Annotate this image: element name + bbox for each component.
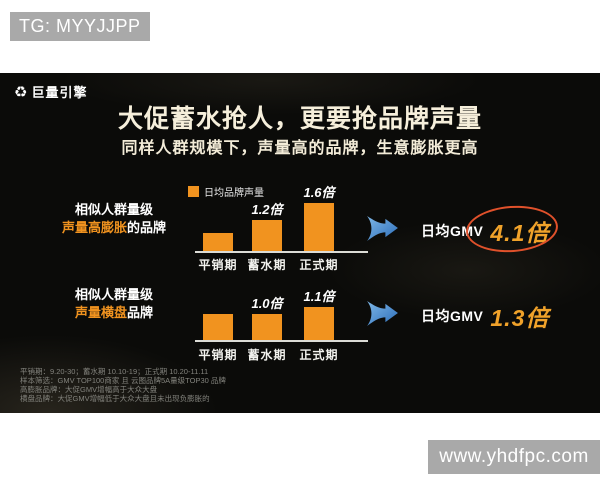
chart2-plot: 1.0倍 1.1倍: [195, 272, 368, 342]
chart1-bar-group-2: 1.2倍: [251, 199, 283, 251]
chart1-x-label-1: 平销期: [198, 258, 238, 272]
chart1-group-label: 相似人群量级 声量高膨胀的品牌: [28, 201, 200, 237]
chart1-x-axis-labels: 平销期 蓄水期 正式期: [195, 256, 368, 272]
chart1-result-value: 4.1倍: [490, 220, 550, 246]
brand-logo-text: 巨量引擎: [31, 85, 88, 100]
chart2-group-label: 相似人群量级 声量横盘品牌: [28, 286, 200, 322]
chart1-bar-group-3: 1.6倍: [303, 182, 335, 251]
chart1-bar-group-1: [203, 231, 233, 251]
chart2-bar-1: [203, 314, 233, 340]
footnote-line-3: 高膨胀品牌：大促GMV增幅高于大众大盘: [20, 385, 158, 394]
chart1-result-prefix: 日均GMV: [421, 223, 484, 239]
footnote-line-4: 横盘品牌：大促GMV增幅低于大众大盘且未出现负膨胀的: [20, 394, 210, 403]
chart1-group-label-line1: 相似人群量级: [74, 202, 153, 217]
chart1-result: 日均GMV 4.1倍: [421, 214, 549, 248]
right-arrow-icon: [367, 215, 398, 242]
chart2-bar-3: [304, 307, 334, 340]
chart1-bar-label-3: 1.6倍: [303, 185, 335, 200]
ocean-engine-pinwheel-icon: ♻: [14, 83, 28, 101]
presentation-slide: ♻ 巨量引擎 大促蓄水抢人，更要抢品牌声量 同样人群规模下，声量高的品牌，生意膨…: [0, 73, 600, 413]
slide-title: 大促蓄水抢人，更要抢品牌声量: [117, 105, 482, 133]
chart2-x-label-2: 蓄水期: [247, 348, 287, 362]
chart2-bar-2: [252, 314, 282, 340]
chart1-bar-2: [252, 220, 282, 251]
chart2-bar-group-3: 1.1倍: [303, 286, 335, 340]
chart2-group-label-line1: 相似人群量级: [74, 287, 153, 302]
brand-logo: ♻ 巨量引擎: [14, 82, 87, 101]
chart1-group-label-highlight: 声量高膨胀: [61, 220, 127, 235]
legend-label: 日均品牌声量: [204, 188, 264, 199]
chart2-group-label-line2: 声量横盘品牌: [28, 304, 200, 322]
chart1-plot: 1.2倍 1.6倍: [195, 181, 368, 253]
chart2-result-value: 1.3倍: [490, 305, 550, 331]
chart2-bar-label-2: 1.0倍: [251, 296, 283, 311]
slide-footnotes: 平销期：9.20-30；蓄水期 10.10-19；正式期 10.20-11.11…: [20, 367, 226, 403]
chart1-x-label-3: 正式期: [299, 258, 339, 272]
chart-legend: 日均品牌声量: [188, 184, 264, 199]
chart1-group-label-rest: 的品牌: [127, 220, 167, 235]
slide-subtitle: 同样人群规模下，声量高的品牌，生意膨胀更高: [121, 140, 479, 157]
legend-swatch-orange: [188, 186, 199, 197]
footnote-line-1: 平销期：9.20-30；蓄水期 10.10-19；正式期 10.20-11.11: [20, 367, 209, 376]
right-arrow-icon: [367, 300, 398, 327]
chart1-bar-label-2: 1.2倍: [251, 202, 283, 217]
chart2-group-label-rest: 品牌: [127, 305, 154, 320]
chart2-result: 日均GMV 1.3倍: [421, 299, 549, 333]
chart1-bar-3: [304, 203, 334, 251]
chart2-x-axis-labels: 平销期 蓄水期 正式期: [195, 346, 368, 362]
chart2-bar-label-3: 1.1倍: [303, 289, 335, 304]
footnote-line-2: 样本筛选：GMV TOP100商家 且 云图品牌5A量级TOP30 品牌: [20, 376, 226, 385]
chart1-group-label-line2: 声量高膨胀的品牌: [28, 219, 200, 237]
chart2-group-label-highlight: 声量横盘: [74, 305, 127, 320]
bottom-watermark-badge: www.yhdfpc.com: [428, 440, 600, 474]
chart1-x-label-2: 蓄水期: [247, 258, 287, 272]
chart2-result-prefix: 日均GMV: [421, 308, 484, 324]
chart2-x-label-1: 平销期: [198, 348, 238, 362]
chart2-bar-group-2: 1.0倍: [251, 293, 283, 340]
chart1-bar-1: [203, 233, 233, 251]
chart2-bar-group-1: [203, 312, 233, 340]
top-watermark-badge: TG: MYYJJPP: [10, 12, 150, 41]
chart2-x-label-3: 正式期: [299, 348, 339, 362]
